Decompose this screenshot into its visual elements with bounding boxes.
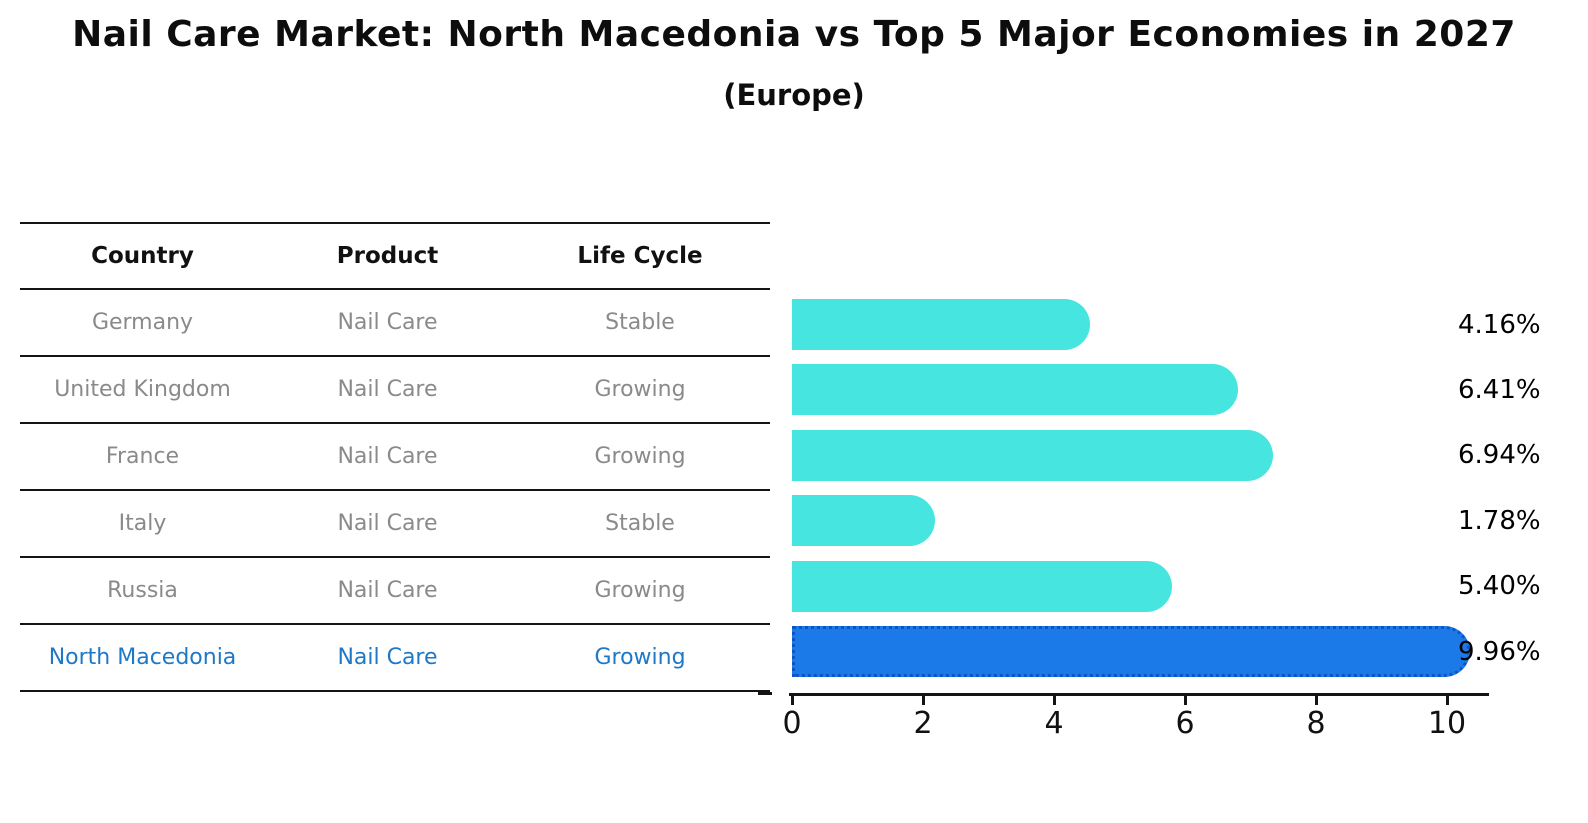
value-label: 6.41% bbox=[1458, 374, 1541, 405]
cell-life-cycle: Stable bbox=[605, 511, 675, 536]
cell-country: Russia bbox=[107, 578, 178, 603]
cell-product: Nail Care bbox=[337, 578, 438, 603]
bar-france bbox=[792, 429, 1273, 481]
table-row-highlighted: North Macedonia Nail Care Growing bbox=[20, 625, 770, 692]
value-label: 6.94% bbox=[1458, 440, 1541, 471]
table-row: Italy Nail Care Stable bbox=[20, 491, 770, 558]
cell-life-cycle: Growing bbox=[594, 645, 686, 670]
cell-product: Nail Care bbox=[337, 511, 438, 536]
column-header-country: Country bbox=[91, 243, 194, 269]
chart-title: Nail Care Market: North Macedonia vs Top… bbox=[72, 14, 1516, 55]
cell-country: France bbox=[105, 444, 180, 469]
table-header-row: Country Product Life Cycle bbox=[20, 222, 770, 290]
cell-country: Germany bbox=[91, 310, 194, 335]
x-axis-tick-label: 0 bbox=[782, 706, 802, 741]
x-axis-tick-label: 8 bbox=[1306, 706, 1326, 741]
x-axis-tick bbox=[1183, 696, 1187, 705]
cell-product: Nail Care bbox=[337, 645, 438, 670]
value-label: 4.16% bbox=[1458, 309, 1541, 340]
x-axis-tick bbox=[1445, 696, 1449, 705]
column-header-product: Product bbox=[336, 243, 439, 269]
cell-life-cycle: Growing bbox=[594, 578, 686, 603]
cell-life-cycle: Growing bbox=[594, 444, 686, 469]
x-axis-tick bbox=[790, 696, 794, 705]
cell-product: Nail Care bbox=[337, 310, 438, 335]
cell-product: Nail Care bbox=[337, 377, 438, 402]
x-axis-tick-label: 10 bbox=[1427, 706, 1467, 741]
x-axis-tick-label: 2 bbox=[913, 706, 933, 741]
bar-russia bbox=[792, 560, 1172, 612]
chart-subtitle: (Europe) bbox=[723, 78, 865, 112]
column-header-life-cycle: Life Cycle bbox=[577, 243, 703, 269]
x-axis-tick bbox=[921, 696, 925, 705]
table-row: France Nail Care Growing bbox=[20, 424, 770, 491]
cell-life-cycle: Stable bbox=[605, 310, 675, 335]
table-row: Russia Nail Care Growing bbox=[20, 558, 770, 625]
table-row: Germany Nail Care Stable bbox=[20, 290, 770, 357]
cell-product: Nail Care bbox=[337, 444, 438, 469]
x-axis-tick bbox=[1052, 696, 1056, 705]
bar-north-macedonia bbox=[792, 626, 1471, 677]
cell-country: North Macedonia bbox=[48, 645, 237, 670]
data-table: Country Product Life Cycle Germany Nail … bbox=[20, 222, 770, 692]
cell-life-cycle: Growing bbox=[594, 377, 686, 402]
value-label: 9.96% bbox=[1458, 636, 1541, 667]
x-axis-tick-label: 6 bbox=[1175, 706, 1195, 741]
x-axis-tick bbox=[1314, 696, 1318, 705]
bar-italy bbox=[792, 495, 935, 547]
bar-united-kingdom bbox=[792, 364, 1238, 416]
cell-country: United Kingdom bbox=[54, 377, 231, 402]
cell-country: Italy bbox=[118, 511, 167, 536]
table-row: United Kingdom Nail Care Growing bbox=[20, 357, 770, 424]
x-axis-line bbox=[789, 693, 1489, 696]
value-label: 1.78% bbox=[1458, 505, 1541, 536]
y-axis-tick bbox=[758, 692, 772, 695]
bar-germany bbox=[792, 299, 1091, 350]
value-label: 5.40% bbox=[1458, 571, 1541, 602]
x-axis-tick-label: 4 bbox=[1044, 706, 1064, 741]
